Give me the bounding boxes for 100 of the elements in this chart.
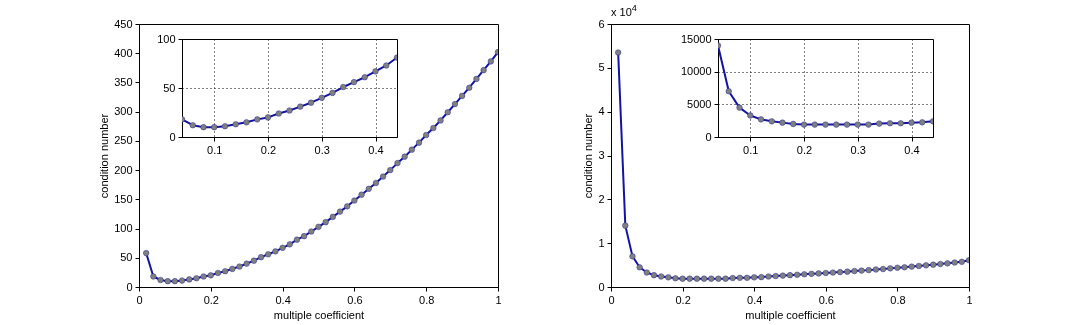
point (423, 132, 430, 139)
point (951, 259, 958, 266)
point (876, 120, 883, 127)
point (272, 248, 279, 255)
point (800, 121, 808, 128)
point (851, 267, 858, 275)
text: x 10$^{4}$ (611, 3, 637, 18)
point (307, 99, 315, 106)
point (415, 139, 423, 146)
point (801, 271, 808, 278)
y-tick-label: 2 (598, 192, 605, 205)
y-tick-label: 150 (114, 192, 133, 205)
y-tick-label: 5 (598, 61, 605, 74)
point (747, 112, 754, 119)
point (243, 260, 250, 267)
y-tick-label: 0 (169, 130, 176, 143)
point (340, 84, 347, 91)
point (815, 270, 822, 277)
point (886, 120, 894, 127)
point (466, 84, 473, 91)
point (786, 272, 794, 279)
point (615, 49, 622, 56)
x-tick-label: 0.2 (796, 143, 813, 156)
x-tick-label: 0.3 (850, 143, 866, 156)
y-tick-label: 250 (114, 134, 133, 147)
y-tick-label: 0 (705, 130, 712, 143)
y-tick-label: 100 (157, 32, 176, 45)
point (958, 258, 965, 265)
x-tick-label: 0.1 (743, 143, 759, 156)
y-tick-label: 4 (598, 105, 605, 118)
point (643, 269, 650, 276)
point (701, 275, 708, 282)
point (901, 264, 908, 271)
point (937, 260, 944, 268)
point (351, 197, 358, 204)
y-axis-title: condition number (98, 113, 111, 199)
point (394, 160, 401, 167)
point (829, 269, 836, 276)
y-tick-label: 100 (114, 222, 133, 235)
point (264, 114, 272, 121)
point (768, 118, 775, 125)
point (361, 74, 368, 81)
point (308, 228, 315, 235)
x-tick-label: 0.4 (275, 293, 291, 306)
point (444, 109, 451, 116)
y-tick-label: 300 (114, 105, 133, 118)
x-tick-label: 0 (136, 293, 143, 306)
x-axis-title: multiple coefficient (745, 308, 836, 321)
point (387, 167, 394, 174)
point (293, 236, 300, 243)
point (794, 271, 801, 278)
point (150, 273, 157, 280)
point (751, 274, 758, 281)
point (844, 268, 851, 275)
x-tick-label: 0.4 (904, 143, 920, 156)
x-tick-label: 0.3 (314, 143, 330, 156)
point (401, 153, 408, 160)
point (214, 269, 222, 276)
point (858, 267, 865, 274)
point (193, 275, 200, 282)
point (372, 179, 379, 186)
point (315, 223, 322, 230)
point (408, 146, 415, 153)
x-tick-label: 1 (495, 293, 502, 306)
y-tick-label: 15000 (680, 32, 712, 45)
point (790, 120, 797, 127)
point (708, 275, 715, 282)
point (236, 263, 243, 270)
point (744, 274, 751, 281)
point (736, 274, 743, 281)
point (473, 75, 480, 82)
x-tick-label: 0.2 (203, 293, 219, 306)
x-tick-label: 0.8 (419, 293, 435, 306)
point (297, 103, 304, 110)
point (157, 276, 164, 284)
y-tick-label: 1 (598, 236, 605, 249)
x-tick-label: 0.4 (747, 293, 763, 306)
point (865, 267, 872, 274)
point (872, 266, 879, 273)
point (329, 89, 336, 96)
x-tick-label: 0.8 (890, 293, 906, 306)
point (189, 122, 196, 129)
point (843, 121, 851, 128)
point (779, 119, 786, 126)
x-tick-label: 0.2 (260, 143, 277, 156)
point (243, 119, 250, 126)
x-tick-label: 0.4 (368, 143, 384, 156)
point (908, 119, 915, 126)
y-tick-label: 350 (114, 75, 133, 88)
point (459, 92, 466, 99)
x-tick-label: 0.1 (207, 143, 223, 156)
point (833, 121, 840, 128)
point (329, 213, 336, 220)
y-tick-label: 0 (126, 280, 133, 293)
point (358, 191, 365, 198)
point (254, 116, 261, 123)
point (757, 116, 765, 123)
point (622, 222, 629, 229)
point (286, 107, 293, 114)
point (487, 58, 494, 65)
